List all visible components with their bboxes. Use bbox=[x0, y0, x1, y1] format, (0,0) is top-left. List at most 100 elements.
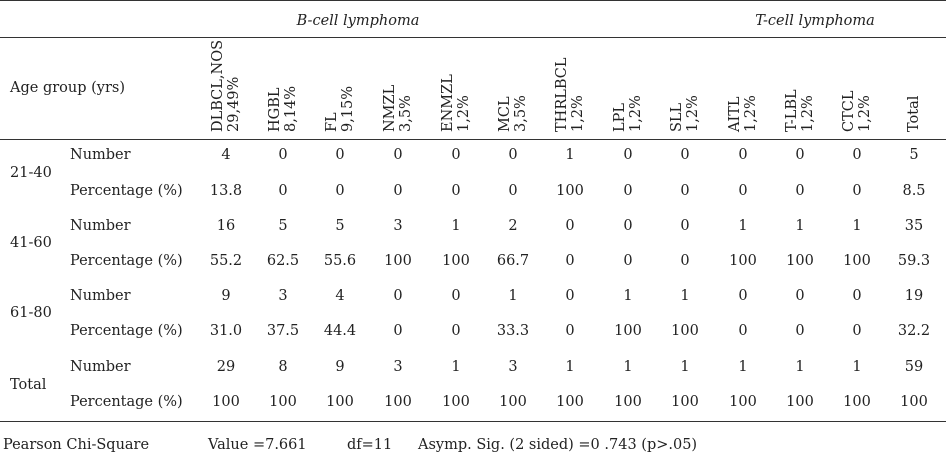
table-cell: 0 bbox=[795, 183, 805, 199]
table-cell: 100 bbox=[843, 253, 871, 269]
table-cell: 100 bbox=[442, 253, 470, 269]
table-cell: 37.5 bbox=[266, 323, 300, 339]
table-cell: 44.4 bbox=[323, 323, 357, 339]
age-group-label: 41-60 bbox=[10, 235, 52, 251]
table-cell: 0 bbox=[680, 183, 690, 199]
table-cell: 0 bbox=[565, 323, 575, 339]
b-cell-group-header: B-cell lymphoma bbox=[296, 13, 420, 29]
chi-square-significance: Asymp. Sig. (2 sided) =0 .743 (p>.05) bbox=[418, 437, 698, 453]
column-header-name: ENMZL bbox=[440, 74, 456, 132]
table-cell: 100 bbox=[269, 394, 297, 410]
table-cell: 0 bbox=[795, 147, 805, 163]
table-cell: 0 bbox=[738, 323, 748, 339]
table-cell: 100 bbox=[729, 394, 757, 410]
table-cell: 100 bbox=[326, 394, 354, 410]
table-cell: 66.7 bbox=[496, 253, 530, 269]
column-header-name: DLBCL,NOS bbox=[210, 39, 226, 132]
table-cell: 0 bbox=[852, 323, 862, 339]
table-cell: 0 bbox=[680, 147, 690, 163]
table-cell: 0 bbox=[451, 323, 461, 339]
column-header-name: T-LBL bbox=[784, 89, 800, 132]
age-group-label: 61-80 bbox=[10, 305, 52, 321]
table-cell: 0 bbox=[393, 183, 403, 199]
chi-square-label: Pearson Chi-Square bbox=[3, 437, 150, 453]
table-cell: 5 bbox=[278, 218, 288, 234]
table-cell: 1 bbox=[852, 218, 862, 234]
table-cell: 32.2 bbox=[897, 323, 931, 339]
table-cell: 0 bbox=[852, 288, 862, 304]
table-cell: 100 bbox=[671, 323, 699, 339]
column-header-share: 1,2% bbox=[857, 95, 873, 132]
column-header-name: SLL bbox=[669, 102, 685, 132]
table-cell: 4 bbox=[335, 288, 345, 304]
table-cell: 100 bbox=[614, 323, 642, 339]
age-group-header: Age group (yrs) bbox=[10, 80, 125, 96]
table-cell: 1 bbox=[738, 218, 748, 234]
age-group-label: Total bbox=[10, 377, 47, 393]
table-cell: 1 bbox=[451, 359, 461, 375]
table-cell: 0 bbox=[508, 183, 518, 199]
table-cell: 59.3 bbox=[897, 253, 931, 269]
column-header-name: MCL bbox=[497, 96, 513, 132]
t-cell-group-header: T-cell lymphoma bbox=[755, 13, 875, 29]
table-cell: 100 bbox=[614, 394, 642, 410]
age-group-label: 21-40 bbox=[10, 165, 52, 181]
table-cell: 13.8 bbox=[209, 183, 243, 199]
table-cell: 0 bbox=[623, 147, 633, 163]
table-cell: 19 bbox=[904, 288, 924, 304]
table-cell: 3 bbox=[508, 359, 518, 375]
table-cell: 100 bbox=[384, 253, 412, 269]
column-header-name: LPL bbox=[612, 102, 628, 132]
column-header-share: 29,49% bbox=[226, 76, 242, 132]
row-label: Percentage (%) bbox=[70, 323, 183, 339]
table-bottom-rule bbox=[0, 421, 946, 422]
table-cell: 2 bbox=[508, 218, 518, 234]
table-cell: 3 bbox=[393, 218, 403, 234]
table-cell: 8.5 bbox=[902, 183, 926, 199]
table-cell: 0 bbox=[565, 218, 575, 234]
column-header-share: 3,5% bbox=[513, 95, 529, 132]
table-cell: 62.5 bbox=[266, 253, 300, 269]
table-cell: 31.0 bbox=[209, 323, 243, 339]
column-header-share: 1,2% bbox=[800, 95, 816, 132]
table-cell: 1 bbox=[795, 218, 805, 234]
table-cell: 0 bbox=[565, 253, 575, 269]
column-header-share: 1,2% bbox=[456, 95, 472, 132]
table-cell: 1 bbox=[852, 359, 862, 375]
table-cell: 0 bbox=[738, 147, 748, 163]
table-cell: 0 bbox=[278, 147, 288, 163]
column-header-share: 1,2% bbox=[628, 95, 644, 132]
table-cell: 3 bbox=[278, 288, 288, 304]
table-cell: 100 bbox=[729, 253, 757, 269]
table-cell: 100 bbox=[212, 394, 240, 410]
row-label: Percentage (%) bbox=[70, 183, 183, 199]
table-cell: 55.6 bbox=[323, 253, 357, 269]
table-cell: 1 bbox=[623, 359, 633, 375]
table-cell: 55.2 bbox=[209, 253, 243, 269]
table-cell: 100 bbox=[786, 394, 814, 410]
row-label: Number bbox=[70, 147, 131, 163]
chi-square-df: df=11 bbox=[347, 437, 393, 453]
table-cell: 0 bbox=[795, 323, 805, 339]
table-cell: 100 bbox=[900, 394, 928, 410]
table-cell: 1 bbox=[680, 359, 690, 375]
table-cell: 3 bbox=[393, 359, 403, 375]
table-cell: 0 bbox=[680, 253, 690, 269]
column-header-share: 1,2% bbox=[743, 95, 759, 132]
column-header-share: 9,15% bbox=[340, 85, 356, 132]
table-cell: 1 bbox=[565, 147, 575, 163]
table-cell: 1 bbox=[508, 288, 518, 304]
table-cell: 100 bbox=[556, 394, 584, 410]
table-cell: 0 bbox=[393, 323, 403, 339]
column-header-name: NMZL bbox=[382, 84, 398, 132]
column-header-name: THRLBCL bbox=[554, 57, 570, 132]
table-cell: 100 bbox=[671, 394, 699, 410]
chi-square-value: Value =7.661 bbox=[208, 437, 307, 453]
column-header-name: FL bbox=[324, 112, 340, 132]
column-header-share: 1,2% bbox=[685, 95, 701, 132]
top-rule bbox=[0, 0, 946, 1]
table-cell: 100 bbox=[499, 394, 527, 410]
table-cell: 100 bbox=[442, 394, 470, 410]
header-bottom-rule bbox=[0, 139, 946, 140]
row-label: Percentage (%) bbox=[70, 253, 183, 269]
